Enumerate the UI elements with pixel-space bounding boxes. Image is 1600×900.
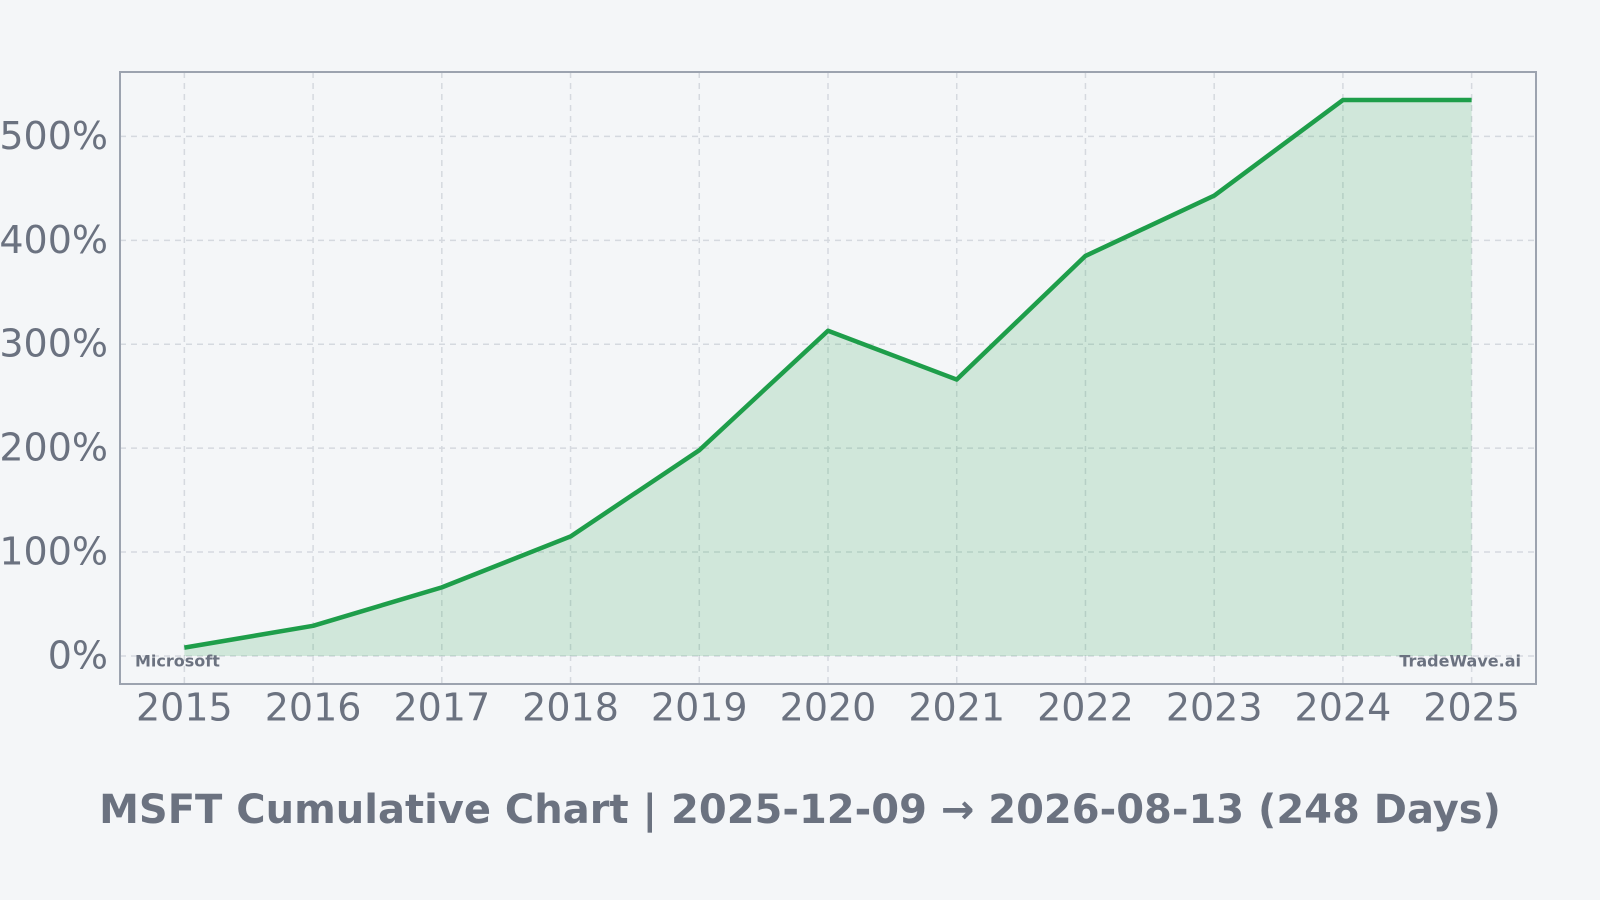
x-tick-label: 2025 xyxy=(1423,686,1520,730)
y-tick-label: 500% xyxy=(0,114,108,158)
watermark-right: TradeWave.ai xyxy=(1399,652,1521,671)
x-tick-label: 2018 xyxy=(522,686,619,730)
watermark-left: Microsoft xyxy=(135,652,220,671)
area-fill xyxy=(184,100,1472,656)
x-tick-label: 2020 xyxy=(780,686,877,730)
x-tick-label: 2023 xyxy=(1166,686,1263,730)
x-tick-label: 2016 xyxy=(265,686,362,730)
y-tick-label: 300% xyxy=(0,322,108,366)
x-tick-label: 2015 xyxy=(136,686,233,730)
chart-title: MSFT Cumulative Chart | 2025-12-09 → 202… xyxy=(99,787,1501,834)
plot-frame xyxy=(119,71,1537,685)
x-tick-label: 2019 xyxy=(651,686,748,730)
x-tick-label: 2017 xyxy=(393,686,490,730)
x-tick-label: 2024 xyxy=(1295,686,1392,730)
x-tick-label: 2022 xyxy=(1037,686,1134,730)
y-tick-label: 100% xyxy=(0,530,108,574)
y-tick-label: 200% xyxy=(0,426,108,470)
grid xyxy=(120,72,1536,684)
plot xyxy=(183,97,1472,656)
line xyxy=(183,97,1472,650)
y-tick-label: 0% xyxy=(48,633,108,677)
y-tick-label: 400% xyxy=(0,218,108,262)
x-tick-label: 2021 xyxy=(908,686,1005,730)
